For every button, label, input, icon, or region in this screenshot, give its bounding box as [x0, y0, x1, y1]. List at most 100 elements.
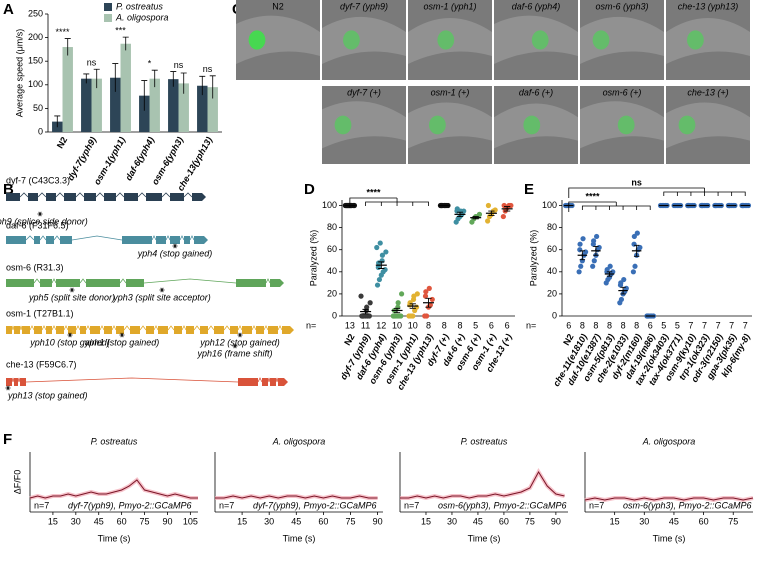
data-point: [583, 249, 589, 255]
data-point: [631, 233, 637, 240]
n-value: 8: [607, 320, 612, 330]
data-point: [577, 247, 583, 253]
image-label: dyf-7 (+): [347, 87, 381, 97]
exon: [104, 193, 116, 201]
exon: [14, 378, 18, 386]
intron: [123, 325, 131, 331]
bar: [149, 78, 160, 132]
intron: [267, 377, 271, 383]
image-label: osm-6 (+): [603, 87, 642, 97]
data-point: [594, 233, 600, 240]
error-bar: [425, 297, 432, 308]
error-bar: [93, 68, 100, 89]
exon: [268, 326, 278, 334]
intron: [95, 192, 105, 198]
genotype-annotation: dyf-7(yph9), Pmyo-2::GCaMP6: [68, 500, 192, 510]
x-tick-label: 30: [264, 516, 274, 526]
intron: [207, 325, 215, 331]
data-point: [398, 313, 404, 319]
data-point: [492, 207, 498, 213]
exon: [158, 326, 168, 334]
significance: ***: [115, 26, 126, 36]
n-value: 8: [580, 320, 585, 330]
y-tick-label: 0: [38, 126, 43, 136]
gene-label: daf-6 (F31F6.5): [6, 220, 69, 230]
y-axis-title: Paralyzed (%): [308, 230, 318, 287]
data-point: [577, 241, 583, 247]
chart-title: P. ostreatus: [91, 436, 138, 446]
n-value: 10: [392, 320, 402, 330]
data-point: [501, 202, 507, 209]
data-point: [591, 238, 597, 244]
x-tick-label: 15: [237, 516, 247, 526]
gfp-signal: [429, 115, 446, 135]
data-point: [410, 313, 416, 319]
intron: [119, 278, 127, 284]
exon: [282, 326, 294, 334]
intron: [151, 235, 157, 241]
intron: [37, 192, 47, 198]
worm-outline: [408, 102, 492, 149]
exon: [194, 236, 208, 244]
x-tick-label: N2: [342, 332, 356, 347]
data-point: [476, 211, 483, 217]
image-label: osm-1 (+): [431, 87, 470, 97]
error-bar: [606, 271, 613, 277]
worm-outline: [580, 16, 664, 64]
error-bar: [579, 250, 586, 261]
n-value: 5: [473, 320, 478, 330]
exon: [46, 326, 52, 334]
error-bar: [122, 36, 129, 51]
bar: [91, 78, 102, 132]
data-point: [423, 289, 429, 295]
exon: [56, 279, 80, 287]
trace-line: [400, 471, 565, 499]
x-tick-label: 90: [551, 516, 561, 526]
exon: [84, 193, 96, 201]
exon: [46, 236, 54, 244]
intron: [79, 278, 87, 284]
mutation-mark: [68, 332, 72, 338]
intron: [25, 377, 239, 383]
exon: [20, 378, 26, 386]
error-bar: [393, 307, 401, 314]
y-tick-label: 150: [28, 56, 43, 66]
error-bar: [593, 245, 599, 256]
image-label: N2: [272, 1, 284, 11]
exon: [238, 378, 258, 386]
exon: [22, 326, 30, 334]
chart-title: A. oligospora: [272, 436, 326, 446]
n-value: 6: [648, 320, 653, 330]
data-point: [621, 276, 627, 283]
x-tick-label: 15: [48, 516, 58, 526]
exon: [40, 279, 52, 287]
intron: [263, 325, 269, 331]
intron: [19, 325, 23, 331]
image-label: che-13 (+): [687, 87, 728, 97]
y-tick-label: 80: [547, 222, 557, 232]
intron: [11, 325, 15, 331]
data-point: [427, 302, 433, 308]
data-point: [618, 296, 625, 303]
y-tick-label: 100: [28, 79, 43, 89]
data-point: [610, 269, 616, 275]
trace-line: [29, 479, 198, 499]
n-annotation: n=7: [219, 500, 234, 510]
intron: [85, 325, 91, 331]
exon: [6, 378, 12, 386]
exon: [130, 326, 140, 334]
error-bar: [209, 75, 216, 99]
data-point: [377, 240, 383, 246]
exon: [122, 236, 152, 244]
genotype-annotation: osm-6(yph3), Pmyo-2::GCaMP6: [438, 500, 567, 510]
significance: ****: [55, 27, 70, 37]
exon: [64, 193, 76, 201]
mutation-mark: [120, 332, 124, 338]
intron: [41, 325, 47, 331]
n-value: 11: [361, 320, 370, 330]
mutation-mark: [238, 332, 242, 338]
y-tick-label: 40: [327, 266, 337, 276]
x-tick-label: 60: [699, 516, 709, 526]
data-point: [578, 263, 584, 269]
